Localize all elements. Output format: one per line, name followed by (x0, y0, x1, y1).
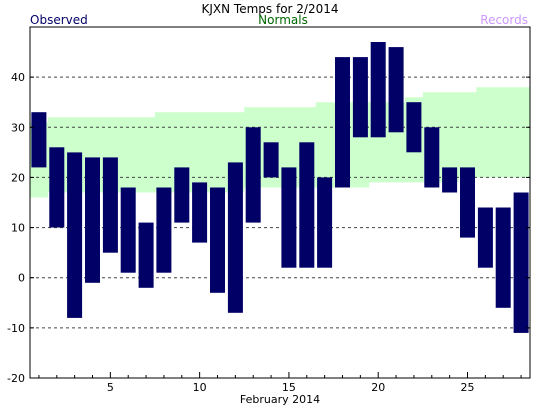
observed-bar-day-15 (281, 167, 297, 268)
y-tick-label--20: -20 (7, 372, 25, 385)
normals-range-area (30, 87, 530, 198)
observed-bar-day-3 (67, 152, 83, 318)
observed-bar-day-18 (335, 57, 350, 188)
observed-bar-day-4 (85, 157, 100, 283)
observed-bar-day-8 (156, 187, 172, 273)
plot-frame (29, 26, 531, 379)
x-tick-label-5: 5 (107, 381, 114, 394)
y-tick-label-30: 30 (11, 121, 25, 134)
normals-band (30, 87, 530, 198)
y-tick-label-20: 20 (11, 171, 25, 184)
y-tick-label-0: 0 (18, 272, 25, 285)
observed-bar-day-28 (513, 192, 529, 333)
legend-records: Records (480, 13, 528, 27)
observed-bar-day-14 (263, 142, 279, 178)
observed-bar-day-1 (31, 112, 47, 168)
observed-bar-day-25 (460, 167, 475, 238)
legend-observed: Observed (30, 13, 88, 27)
x-tick-label-10: 10 (193, 381, 207, 394)
y-tick-label--10: -10 (7, 322, 25, 335)
chart-title: KJXN Temps for 2/2014 (202, 2, 339, 16)
observed-bar-day-26 (477, 207, 493, 268)
observed-bar-day-9 (174, 167, 190, 223)
legend-normals: Normals (258, 13, 308, 27)
observed-bar-day-22 (406, 102, 422, 153)
observed-bar-day-10 (192, 182, 208, 243)
observed-bar-day-24 (442, 167, 458, 193)
x-tick-label-25: 25 (461, 381, 475, 394)
observed-bar-day-11 (210, 187, 225, 293)
observed-bars (31, 42, 529, 333)
observed-bar-day-19 (352, 57, 368, 138)
observed-bar-day-13 (245, 127, 261, 223)
observed-bar-day-16 (299, 142, 315, 268)
axes: -20 -10 0 10 20 30 40 5 10 15 20 25 (7, 71, 530, 394)
observed-bar-day-7 (138, 222, 154, 288)
observed-bar-day-6 (120, 187, 136, 273)
observed-bar-day-5 (102, 157, 118, 253)
observed-bar-day-12 (227, 162, 243, 313)
observed-bar-day-27 (495, 207, 511, 308)
observed-bar-day-21 (388, 47, 404, 133)
x-tick-label-20: 20 (371, 381, 385, 394)
y-tick-label-10: 10 (11, 222, 25, 235)
observed-bar-day-23 (424, 127, 440, 188)
y-tick-label-40: 40 (11, 71, 25, 84)
x-axis-label: February 2014 (240, 393, 320, 406)
observed-bar-day-2 (49, 147, 65, 228)
x-tick-label-15: 15 (282, 381, 296, 394)
observed-bar-day-20 (370, 42, 386, 138)
observed-bar-day-17 (317, 177, 333, 268)
